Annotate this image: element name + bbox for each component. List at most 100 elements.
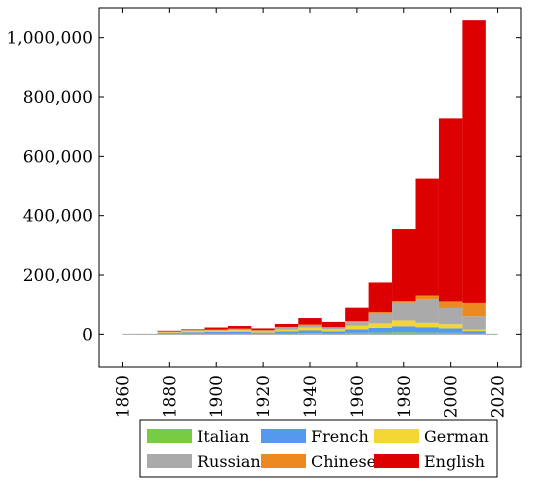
bar-segment-english [298, 318, 322, 325]
bar-segment-german [181, 330, 205, 333]
y-tick-label: 0 [82, 325, 93, 345]
bar-segment-french [251, 332, 275, 334]
bar-segment-german [462, 329, 486, 332]
bar-segment-german [345, 325, 369, 330]
bar-segment-english [227, 326, 252, 329]
bar-segment-chinese [298, 324, 322, 326]
bar-segment-chinese [438, 301, 463, 308]
x-axis-ticks: 1860 1880 1900 1920 1940 1960 1980 2000 2020 [113, 8, 509, 418]
y-tick-label: 200,000 [23, 266, 93, 286]
y-axis-ticks: 0 200,000 400,000 600,000 800,000 1,000,000 [6, 29, 521, 345]
legend: Italian French German Russian Chinese English [139, 419, 498, 478]
bar-segment-russian [251, 330, 275, 332]
bar-segment-french [204, 331, 228, 334]
bar-segment-german [204, 330, 228, 332]
bar-segment-german [392, 320, 416, 327]
bar-segment-russian [438, 307, 463, 325]
bar-segment-italian [438, 332, 463, 335]
bar-segment-french [345, 329, 369, 333]
bar-segment-chinese [157, 331, 182, 332]
bar-segment-russian [368, 313, 393, 324]
bar-segment-italian [368, 332, 393, 335]
x-tick-label: 1860 [113, 375, 133, 418]
bar-segment-english [462, 20, 486, 303]
bar-segment-english [251, 328, 275, 331]
bar-segment-english [274, 323, 299, 327]
y-tick-label: 600,000 [23, 147, 93, 167]
bar-segment-english [438, 118, 463, 302]
legend-box [139, 419, 498, 478]
bar-segment-french [368, 327, 393, 333]
legend-label-italian: Italian [197, 427, 249, 446]
bar-segment-german [157, 331, 182, 333]
bar-segment-italian [415, 332, 439, 335]
bar-segment-chinese [368, 312, 393, 314]
bar-segment-english [392, 229, 416, 302]
bar-segment-chinese [321, 327, 346, 328]
bar-segment-french [462, 331, 486, 334]
x-tick-label: 1900 [207, 375, 227, 418]
legend-swatch-english [374, 454, 419, 468]
bar-segment-russian [298, 325, 322, 328]
bar-segment-russian [321, 327, 346, 330]
bar-segment-chinese [392, 301, 416, 303]
bar-segment-english [321, 321, 346, 328]
bar-segment-russian [462, 316, 486, 330]
bar-segment-english [204, 327, 228, 330]
legend-label-german: German [424, 427, 489, 446]
x-tick-label: 2000 [442, 375, 462, 418]
bar-segment-german [438, 324, 463, 329]
bar-segment-english [368, 282, 393, 313]
y-tick-label: 800,000 [23, 88, 93, 108]
bar-segment-french [157, 332, 182, 334]
y-tick-label: 1,000,000 [6, 29, 93, 49]
legend-swatch-chinese [261, 454, 306, 468]
bar-segment-italian [345, 332, 369, 335]
x-tick-label: 1940 [301, 375, 321, 418]
bar-segment-german [274, 329, 299, 332]
bar-segment-german [415, 322, 439, 328]
legend-swatch-french [261, 429, 306, 443]
bar-segment-chinese [227, 328, 252, 330]
bar-stacks [134, 20, 486, 335]
bar-segment-french [274, 331, 299, 334]
legend-swatch-italian [147, 429, 192, 443]
bar-segment-chinese [181, 329, 205, 331]
bar-segment-chinese [274, 326, 299, 328]
bar-segment-french [415, 327, 439, 333]
bar-segment-english [415, 178, 439, 296]
x-tick-label: 1880 [160, 375, 180, 418]
bar-segment-german [227, 330, 252, 332]
legend-swatch-german [374, 429, 419, 443]
bar-segment-french [227, 331, 252, 334]
bar-segment-italian [298, 333, 322, 335]
bar-segment-english [157, 330, 182, 332]
x-tick-label: 2020 [489, 375, 509, 418]
bar-segment-chinese [204, 329, 228, 331]
y-tick-label: 400,000 [23, 207, 93, 227]
bar-segment-german [298, 327, 322, 331]
bar-segment-german [251, 331, 275, 333]
legend-label-english: English [424, 452, 485, 471]
bar-segment-french [321, 331, 346, 334]
bar-segment-russian [392, 302, 416, 321]
bar-segment-french [392, 326, 416, 333]
bar-segment-chinese [345, 321, 369, 323]
legend-label-chinese: Chinese [311, 452, 376, 471]
bar-segment-chinese [462, 302, 486, 317]
bar-segment-french [438, 328, 463, 333]
x-tick-label: 1980 [395, 375, 415, 418]
bar-segment-french [181, 332, 205, 334]
bar-segment-russian [345, 322, 369, 326]
bar-segment-chinese [415, 295, 439, 300]
bar-segment-german [321, 329, 346, 332]
bar-segment-chinese [251, 330, 275, 331]
legend-swatch-russian [147, 454, 192, 468]
bar-segment-italian [392, 332, 416, 335]
bar-segment-french [298, 330, 322, 334]
bar-segment-russian [227, 329, 252, 331]
legend-label-french: French [311, 427, 369, 446]
bar-segment-russian [415, 299, 439, 323]
x-tick-label: 1920 [254, 375, 274, 418]
